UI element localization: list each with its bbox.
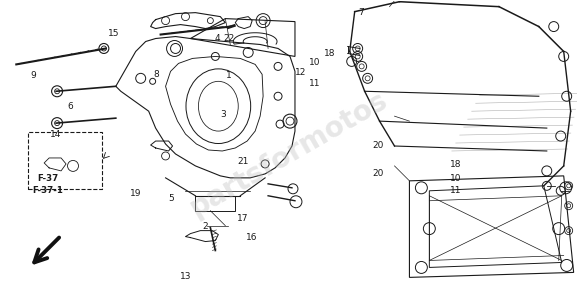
- Text: 7: 7: [358, 8, 364, 17]
- Text: 3: 3: [220, 110, 226, 119]
- Text: 20: 20: [372, 141, 384, 149]
- Text: 19: 19: [129, 189, 141, 198]
- Text: 16: 16: [246, 233, 257, 242]
- Text: partsformotos: partsformotos: [185, 86, 393, 222]
- Text: 6: 6: [68, 102, 73, 111]
- Text: 20: 20: [372, 168, 384, 178]
- Text: 22: 22: [223, 35, 234, 44]
- Text: 1: 1: [226, 71, 231, 80]
- Text: 13: 13: [180, 272, 191, 281]
- Text: 10: 10: [309, 58, 321, 67]
- Text: 18: 18: [450, 160, 462, 169]
- Text: 18: 18: [324, 49, 335, 58]
- Text: F-37: F-37: [37, 174, 58, 184]
- Text: 5: 5: [168, 194, 174, 202]
- Text: 2: 2: [203, 222, 209, 231]
- Text: 10: 10: [450, 174, 462, 184]
- Text: 11: 11: [309, 79, 321, 88]
- Text: 15: 15: [108, 29, 119, 38]
- Text: 14: 14: [50, 130, 62, 139]
- Text: 4: 4: [214, 35, 220, 44]
- Text: F-37-1: F-37-1: [32, 186, 63, 195]
- Text: 12: 12: [295, 68, 306, 77]
- Text: 21: 21: [238, 157, 249, 166]
- Text: 8: 8: [154, 70, 160, 79]
- Text: 11: 11: [450, 186, 462, 195]
- Text: 17: 17: [237, 214, 249, 223]
- Text: 9: 9: [30, 71, 36, 80]
